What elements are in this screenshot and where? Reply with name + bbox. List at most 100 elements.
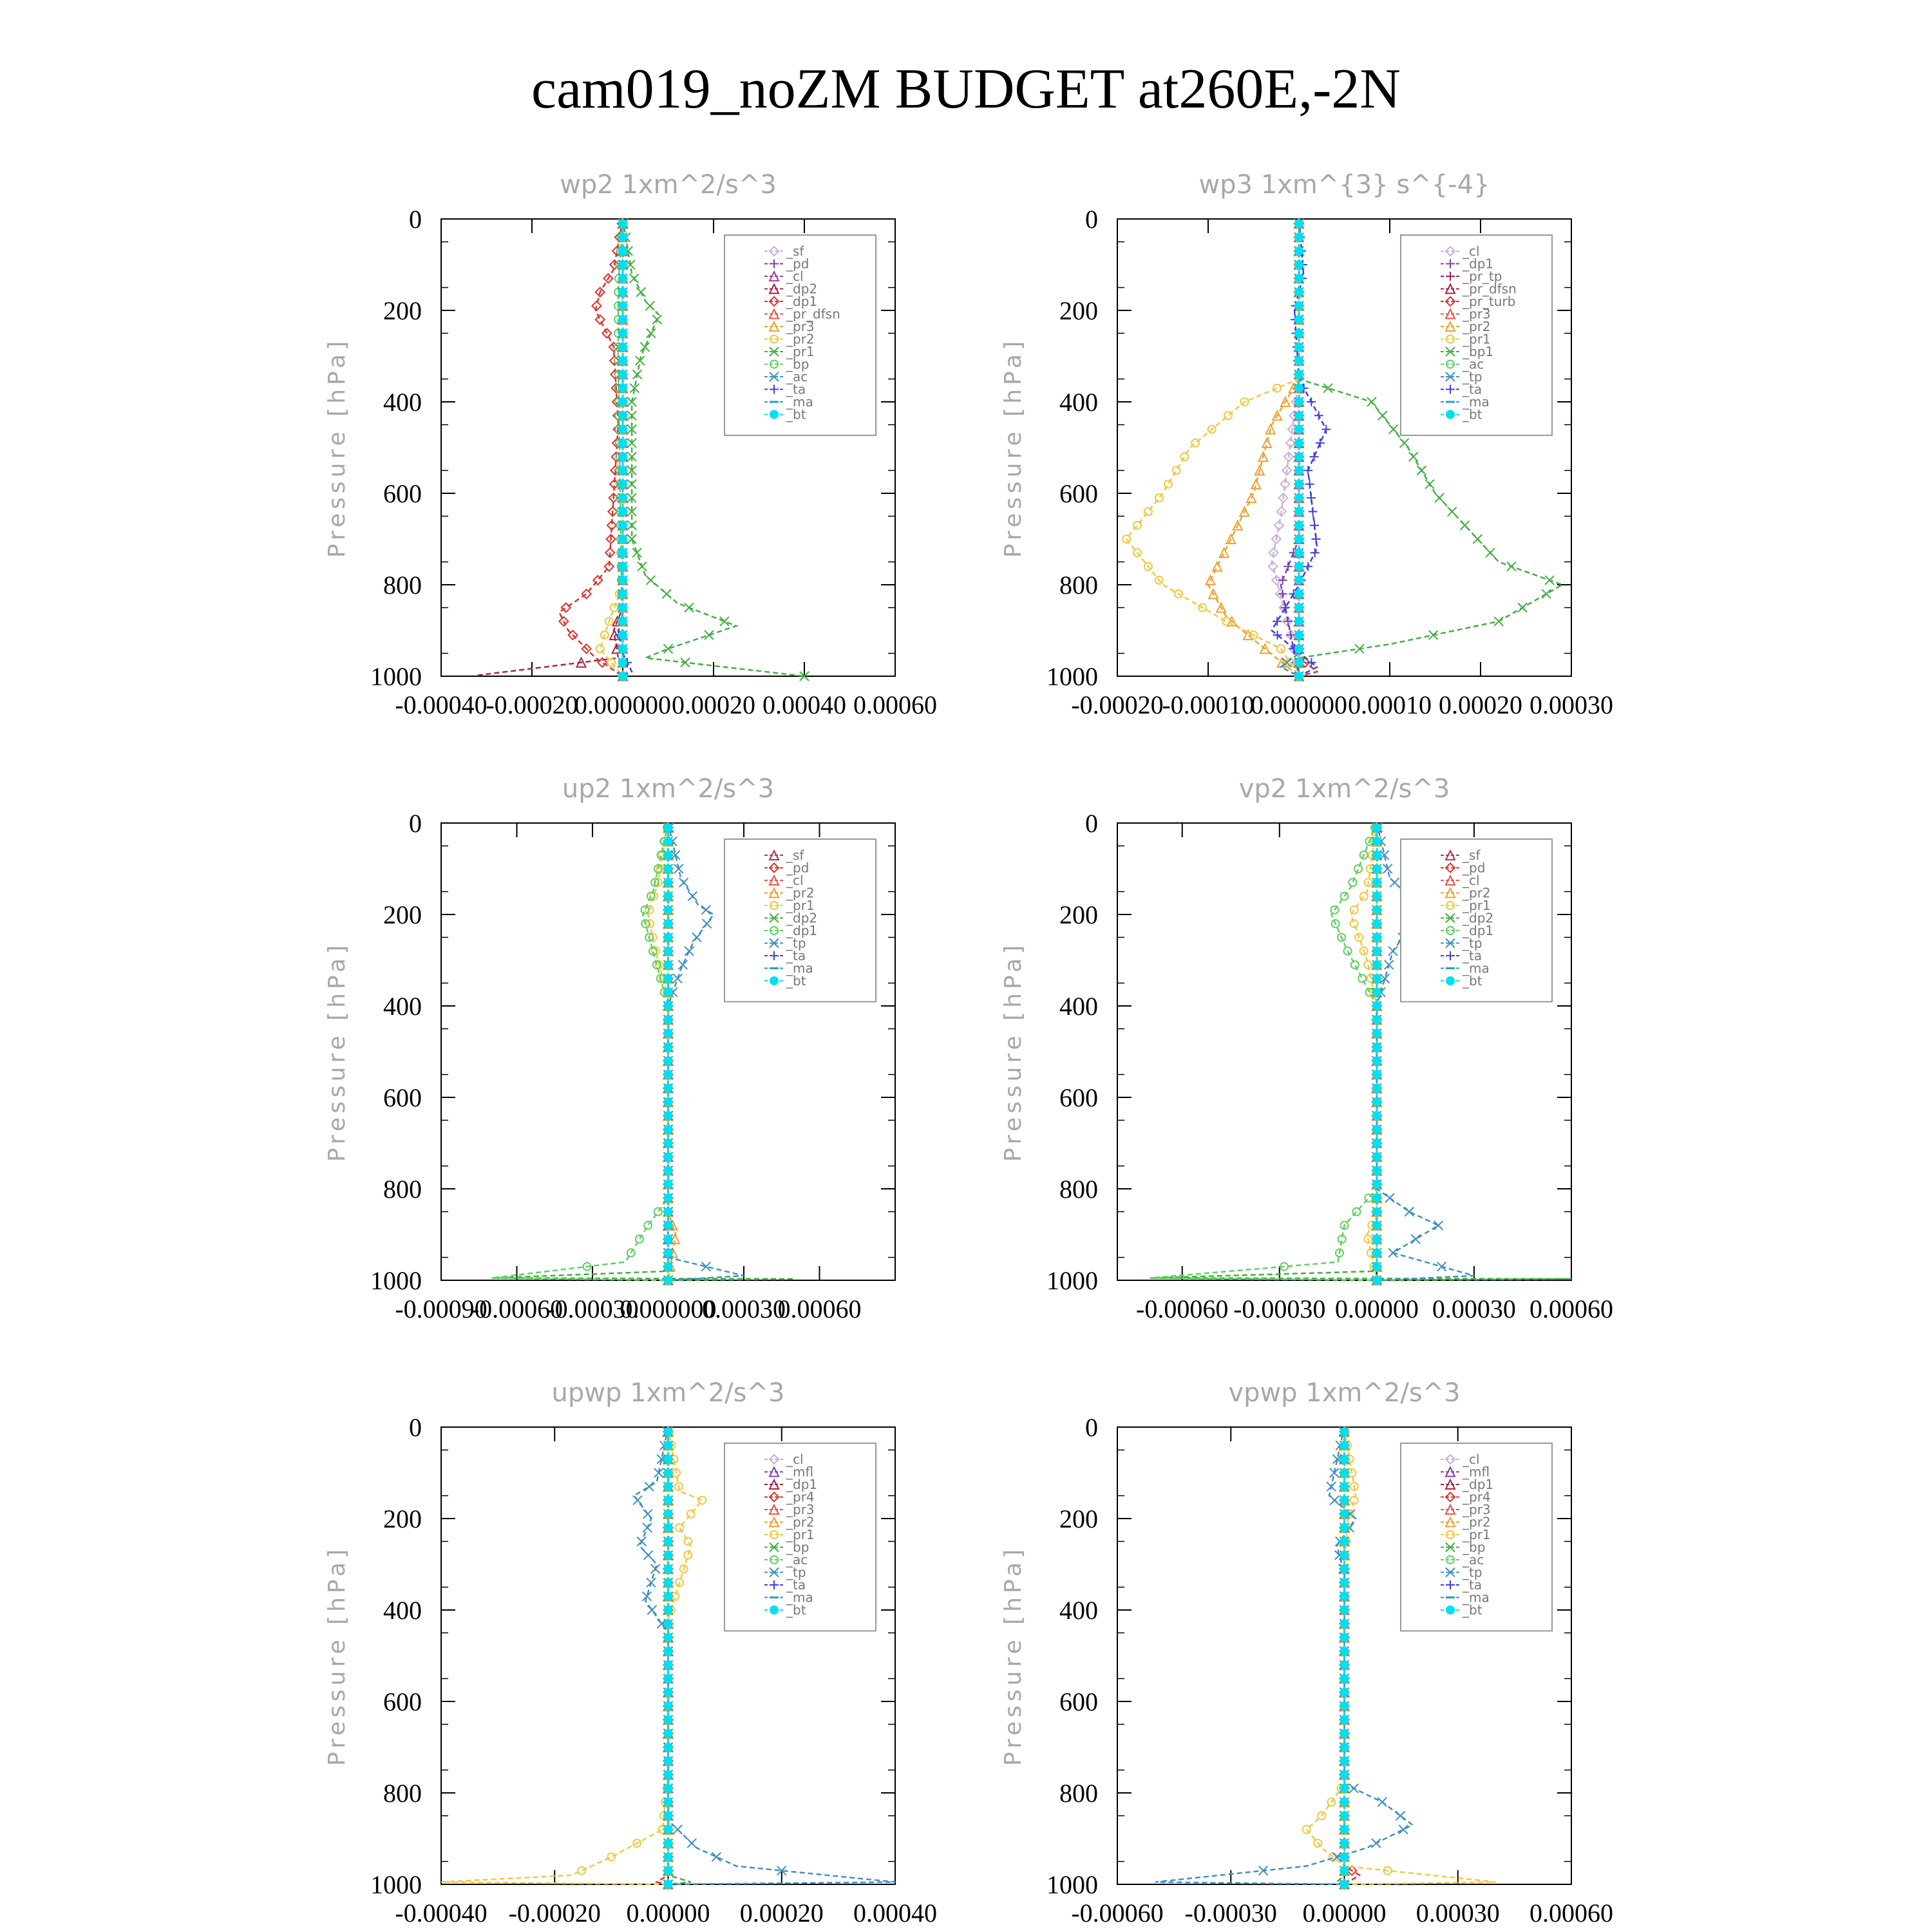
legend-marker bbox=[768, 308, 780, 319]
series-line bbox=[667, 822, 744, 1282]
data-point bbox=[1372, 1056, 1381, 1066]
data-point bbox=[1372, 933, 1381, 942]
data-point bbox=[1372, 905, 1381, 914]
data-point bbox=[1436, 1261, 1447, 1272]
data-point bbox=[663, 1646, 673, 1656]
legend-marker bbox=[768, 1454, 780, 1465]
series-line bbox=[632, 1426, 896, 1886]
data-point bbox=[684, 602, 694, 613]
data-point bbox=[1359, 891, 1368, 901]
legend-marker bbox=[768, 1478, 780, 1490]
y-tick-label: 200 bbox=[383, 296, 422, 325]
data-point bbox=[1323, 383, 1333, 393]
legend-label: _dp1 bbox=[1462, 256, 1493, 272]
y-tick-label: 0 bbox=[1085, 809, 1098, 838]
data-point bbox=[663, 1509, 673, 1519]
data-point bbox=[1372, 1193, 1381, 1203]
legend-marker bbox=[769, 1567, 779, 1578]
data-point bbox=[1294, 438, 1303, 448]
x-tick-label: 0.00030 bbox=[1416, 1899, 1500, 1927]
data-point bbox=[627, 424, 637, 435]
data-point bbox=[618, 658, 627, 667]
data-point bbox=[663, 1193, 673, 1203]
series-dp2 bbox=[477, 217, 629, 681]
data-point bbox=[1371, 1838, 1381, 1848]
x-tick-label: 0.00000 bbox=[1303, 1899, 1387, 1927]
legend-label: _pr2 bbox=[1462, 886, 1491, 901]
data-point bbox=[1310, 520, 1320, 530]
data-point bbox=[1372, 987, 1381, 997]
data-point bbox=[1257, 450, 1269, 462]
data-point bbox=[663, 919, 673, 929]
data-point bbox=[1242, 629, 1254, 641]
data-point bbox=[1154, 575, 1164, 585]
data-point bbox=[1367, 397, 1377, 407]
data-point bbox=[1254, 464, 1265, 476]
legend-label: _cl bbox=[786, 269, 804, 284]
x-tick-label: 0.00010 bbox=[1348, 690, 1432, 719]
legend-label: _pd bbox=[1462, 860, 1485, 876]
legend-marker bbox=[770, 384, 779, 394]
legend-label: _ta bbox=[786, 948, 806, 963]
legend-marker bbox=[768, 245, 780, 257]
series-tp bbox=[1155, 1426, 1414, 1889]
data-point bbox=[672, 1824, 683, 1835]
data-point bbox=[636, 287, 646, 298]
data-point bbox=[1340, 1646, 1349, 1656]
legend-label: _dp1 bbox=[786, 923, 817, 938]
x-tick-label: 0.00040 bbox=[853, 1899, 937, 1927]
data-point bbox=[663, 1674, 673, 1683]
y-tick-label: 0 bbox=[409, 205, 422, 234]
data-point bbox=[1309, 452, 1319, 462]
series-line bbox=[1155, 1426, 1414, 1886]
data-point bbox=[618, 493, 627, 503]
data-point bbox=[1273, 383, 1282, 393]
data-point bbox=[704, 630, 714, 640]
y-tick-label: 800 bbox=[1059, 1779, 1098, 1808]
y-tick-label: 400 bbox=[383, 388, 422, 417]
series-line bbox=[1305, 1426, 1496, 1886]
legend-marker bbox=[770, 976, 779, 985]
x-tick-label: -0.00090 bbox=[395, 1294, 487, 1323]
data-point bbox=[663, 1207, 673, 1217]
data-point bbox=[663, 974, 673, 983]
data-point bbox=[1268, 547, 1279, 558]
legend-marker bbox=[769, 1542, 779, 1553]
data-point bbox=[1294, 658, 1303, 667]
data-point bbox=[618, 520, 627, 530]
legend-marker bbox=[1446, 1555, 1455, 1564]
data-point bbox=[1313, 1839, 1323, 1848]
legend-label: _ac bbox=[786, 369, 808, 384]
y-tick-label: 400 bbox=[1059, 992, 1098, 1021]
legend-marker bbox=[1444, 862, 1456, 873]
data-point bbox=[575, 656, 587, 668]
data-point bbox=[1283, 451, 1294, 462]
legend-label: _cl bbox=[786, 873, 804, 888]
x-tick-label: 0.00030 bbox=[1530, 690, 1613, 719]
y-tick-label: 400 bbox=[1059, 1596, 1098, 1625]
x-tick-label: -0.00040 bbox=[395, 690, 487, 719]
data-point bbox=[1340, 1674, 1349, 1683]
data-point bbox=[663, 1578, 673, 1587]
y-tick-label: 0 bbox=[1085, 205, 1098, 234]
data-point bbox=[656, 1618, 667, 1629]
chart-panel-6: vpwp 1xm^2/s^3 Pressure [hPa] 0 200 400 600 80… bbox=[1000, 1378, 1613, 1927]
data-point bbox=[1372, 837, 1381, 846]
data-point bbox=[560, 602, 572, 613]
data-point bbox=[1294, 219, 1303, 229]
x-tick-label: 0.00020 bbox=[672, 690, 755, 719]
data-point bbox=[1340, 1537, 1349, 1546]
legend-marker bbox=[768, 849, 780, 860]
data-point bbox=[1222, 616, 1231, 626]
data-point bbox=[1340, 1783, 1349, 1793]
data-point bbox=[1273, 616, 1282, 626]
data-point bbox=[663, 823, 673, 833]
legend-label: _tp bbox=[1462, 1565, 1482, 1580]
data-point bbox=[618, 575, 627, 585]
legend-label: _bt bbox=[786, 407, 806, 422]
data-point bbox=[674, 1482, 683, 1492]
legend-label: _tp bbox=[786, 936, 806, 951]
data-point bbox=[1340, 1454, 1349, 1464]
data-point bbox=[1226, 615, 1238, 627]
legend-label: _pd bbox=[786, 256, 809, 272]
